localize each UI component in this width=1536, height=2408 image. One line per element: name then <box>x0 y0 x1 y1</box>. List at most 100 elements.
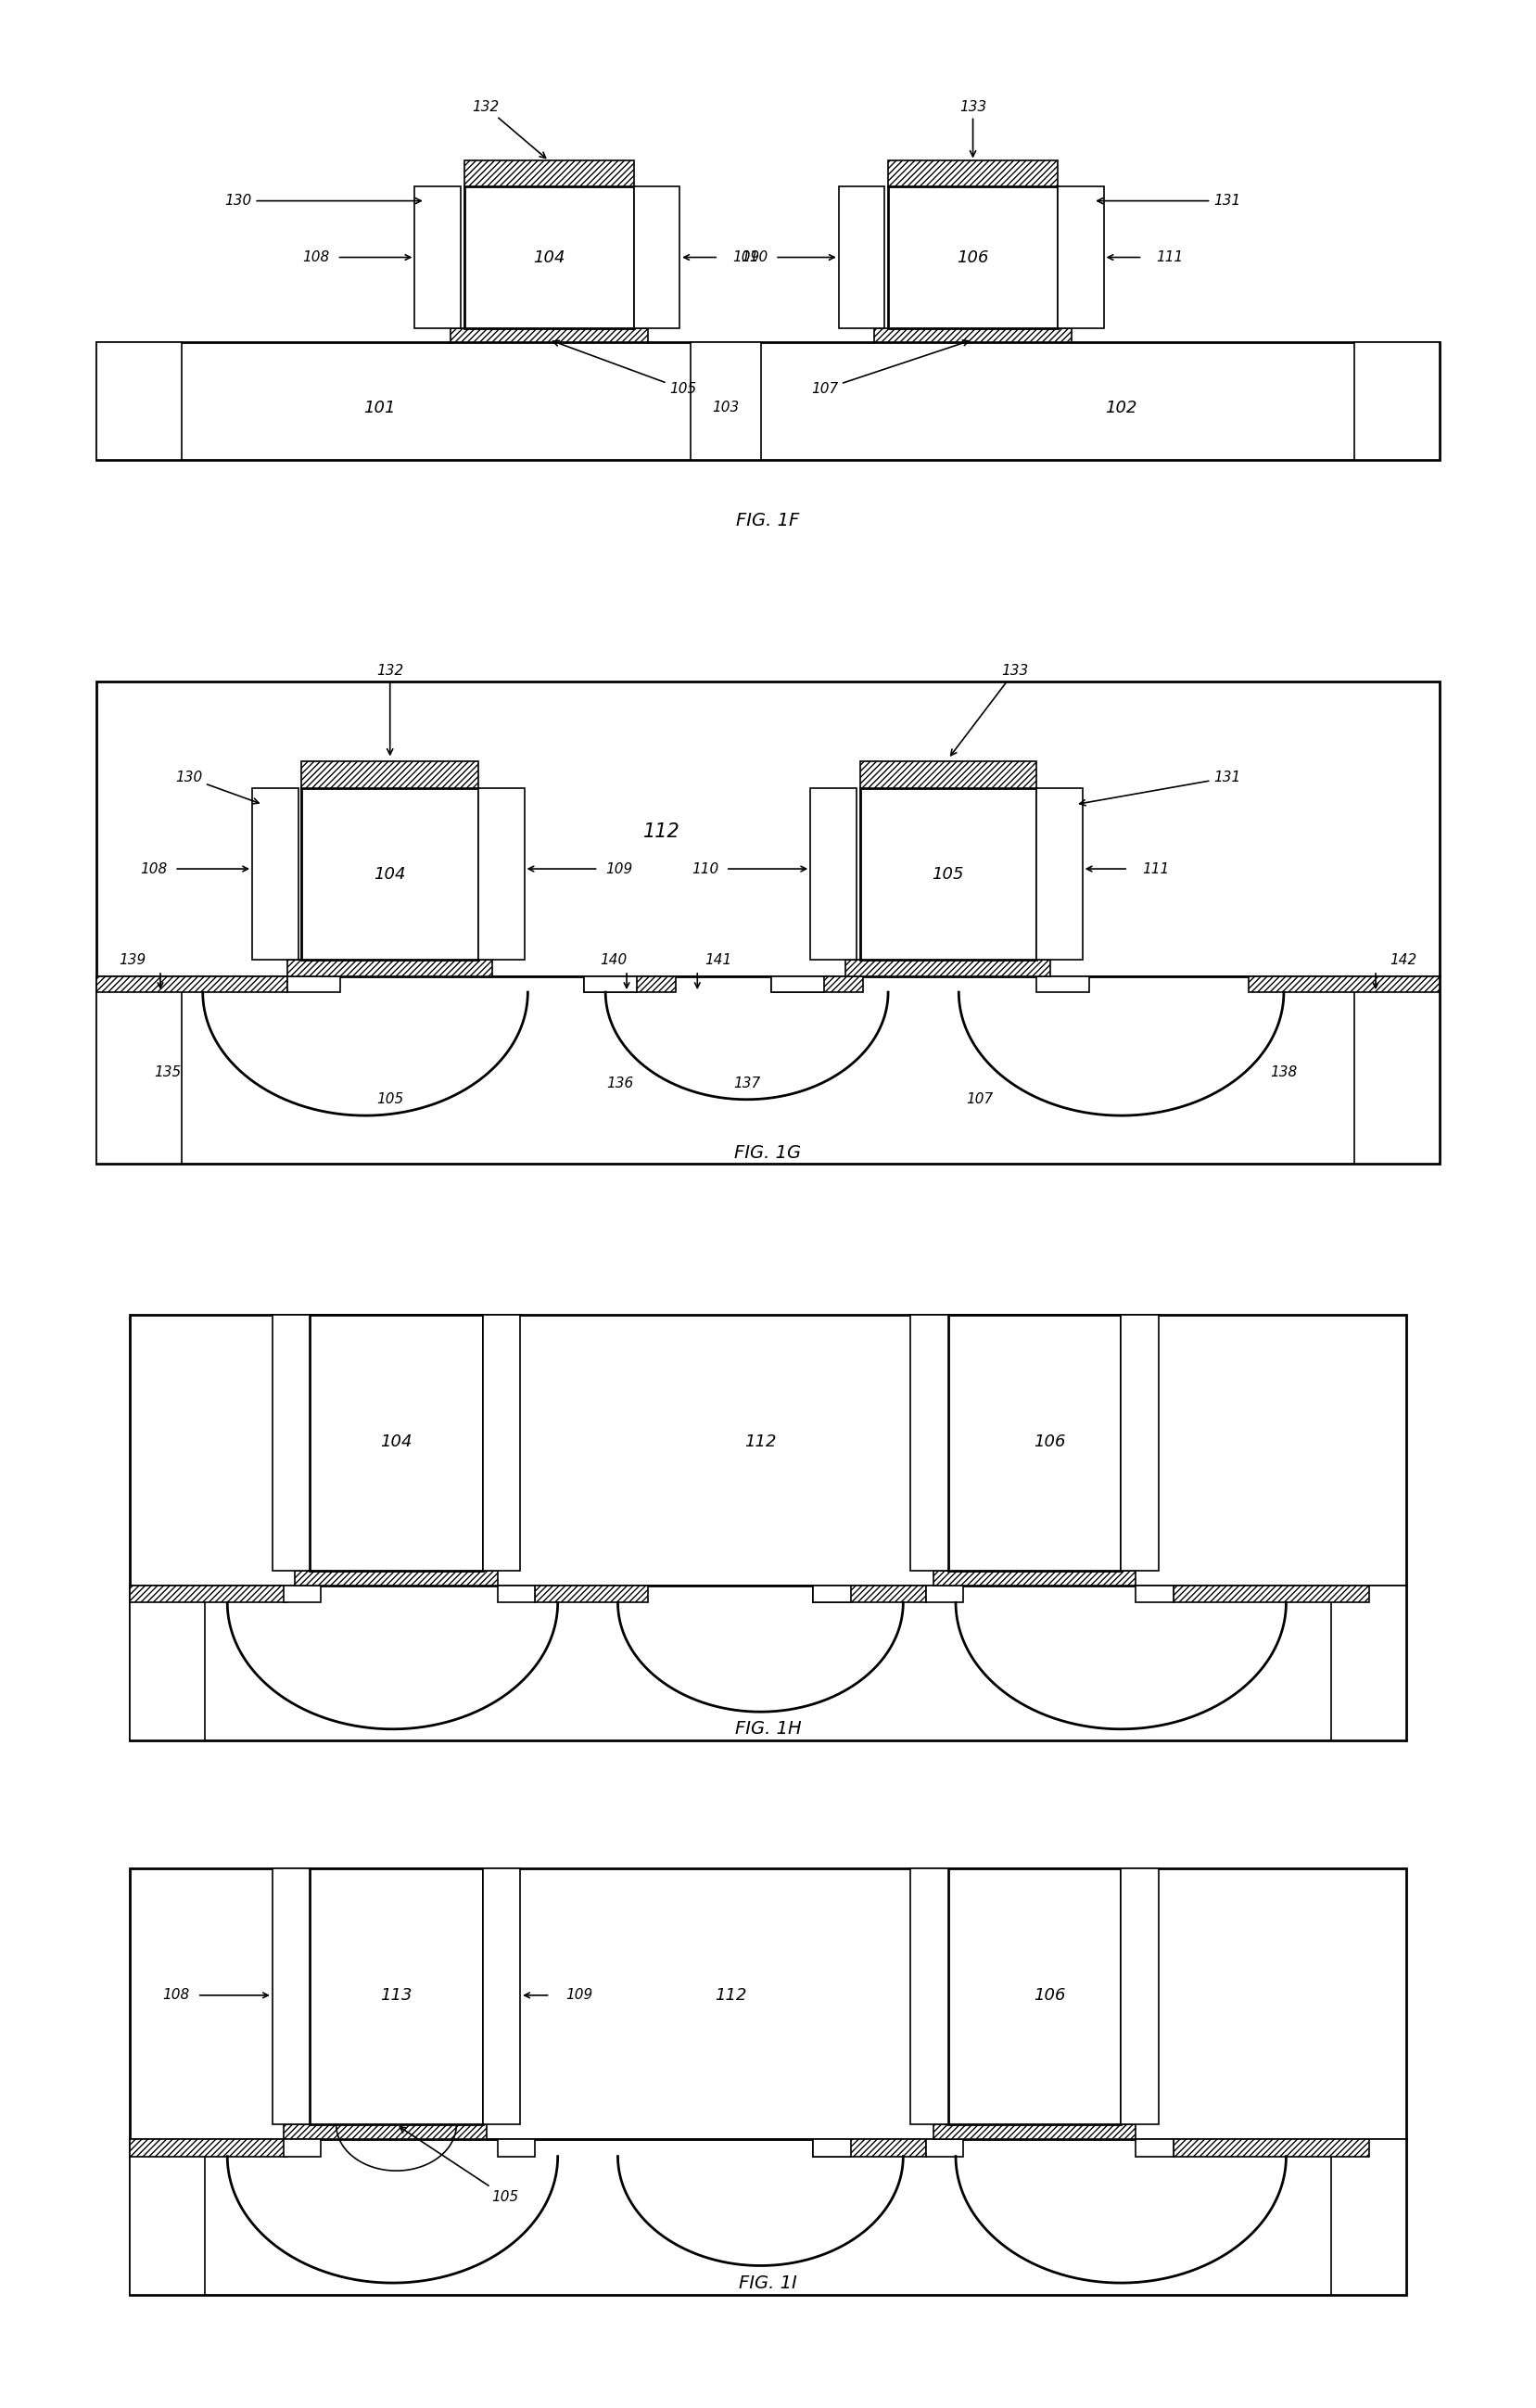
Bar <box>839 188 885 327</box>
Text: 104: 104 <box>381 1433 412 1450</box>
Text: 135: 135 <box>154 1067 181 1079</box>
Bar <box>464 161 634 188</box>
Bar <box>948 1315 1121 1570</box>
Text: 108: 108 <box>140 862 167 877</box>
Bar <box>284 2138 321 2158</box>
Text: 105: 105 <box>376 1093 404 1105</box>
Bar <box>97 342 181 460</box>
Text: 108: 108 <box>303 250 330 265</box>
Bar <box>287 961 493 975</box>
Text: 133: 133 <box>960 99 986 157</box>
Bar <box>478 787 524 961</box>
Bar <box>813 1584 926 1604</box>
Text: 131: 131 <box>1080 771 1241 807</box>
Text: 105: 105 <box>932 867 965 884</box>
Bar <box>97 975 181 1163</box>
Bar <box>1249 975 1439 992</box>
Bar <box>129 1584 1407 1741</box>
Bar <box>860 761 1037 787</box>
Bar <box>948 1869 1121 2124</box>
Text: 110: 110 <box>691 862 719 877</box>
Text: 142: 142 <box>1390 954 1416 968</box>
Bar <box>129 1869 1407 2138</box>
Bar <box>1332 1584 1407 1741</box>
Text: 109: 109 <box>733 250 760 265</box>
Text: 105: 105 <box>553 340 697 395</box>
Text: 141: 141 <box>705 954 731 968</box>
Bar <box>1332 2138 1407 2295</box>
Bar <box>498 1584 535 1604</box>
Text: 112: 112 <box>714 1987 746 2003</box>
Bar <box>287 975 341 992</box>
Bar <box>1037 975 1089 992</box>
Bar <box>97 681 1439 975</box>
Text: 132: 132 <box>472 99 545 159</box>
Bar <box>584 975 637 992</box>
Bar <box>272 1869 310 2124</box>
Bar <box>811 787 857 961</box>
Bar <box>129 2138 287 2158</box>
Text: 138: 138 <box>1270 1067 1298 1079</box>
Text: FIG. 1I: FIG. 1I <box>739 2273 797 2292</box>
Bar <box>1037 787 1083 961</box>
Text: 110: 110 <box>740 250 768 265</box>
Text: 133: 133 <box>951 665 1029 756</box>
Bar <box>310 1315 482 1570</box>
Bar <box>310 1869 482 2124</box>
Bar <box>911 1869 948 2124</box>
Bar <box>535 1584 648 1604</box>
Text: 107: 107 <box>966 1093 994 1105</box>
Text: FIG. 1F: FIG. 1F <box>736 513 800 530</box>
Bar <box>1355 342 1439 460</box>
Text: FIG. 1H: FIG. 1H <box>734 1719 802 1739</box>
Bar <box>482 1315 521 1570</box>
Bar <box>1121 1315 1158 1570</box>
Text: 139: 139 <box>120 954 146 968</box>
Bar <box>295 1570 498 1584</box>
Text: 112: 112 <box>644 821 680 840</box>
Bar <box>129 1584 287 1604</box>
Bar <box>634 188 680 327</box>
Text: 103: 103 <box>713 402 739 414</box>
Bar <box>1174 2138 1369 2158</box>
Bar <box>272 1315 310 1570</box>
Text: FIG. 1G: FIG. 1G <box>734 1144 802 1163</box>
Text: 112: 112 <box>745 1433 777 1450</box>
Bar <box>846 961 1051 975</box>
Bar <box>860 787 1037 961</box>
Text: 136: 136 <box>607 1076 633 1091</box>
Bar <box>450 327 648 342</box>
Bar <box>888 188 1058 327</box>
Text: 108: 108 <box>163 1989 190 2001</box>
Text: 130: 130 <box>175 771 258 804</box>
Text: 102: 102 <box>1106 400 1137 417</box>
Text: 113: 113 <box>381 1987 412 2003</box>
Bar <box>771 975 825 992</box>
Bar <box>284 2124 487 2138</box>
Bar <box>1355 975 1439 1163</box>
Bar <box>301 761 478 787</box>
Bar <box>1137 1584 1174 1604</box>
Bar <box>482 1869 521 2124</box>
Bar <box>301 787 478 961</box>
Bar <box>97 975 287 992</box>
Text: 111: 111 <box>1143 862 1169 877</box>
Bar <box>813 2138 926 2158</box>
Text: 106: 106 <box>957 248 989 265</box>
Bar <box>874 327 1072 342</box>
Bar <box>813 1584 851 1604</box>
Bar <box>926 1584 963 1604</box>
Text: 131: 131 <box>1097 195 1241 207</box>
Text: 140: 140 <box>599 954 627 968</box>
Bar <box>926 2138 963 2158</box>
Bar <box>934 1570 1137 1584</box>
Text: 106: 106 <box>1034 1987 1066 2003</box>
Bar <box>129 2138 1407 2295</box>
Text: 105: 105 <box>399 2126 519 2203</box>
Bar <box>129 1584 204 1741</box>
Text: 137: 137 <box>733 1076 760 1091</box>
Bar <box>97 975 1439 1163</box>
Bar <box>690 342 760 460</box>
Text: 109: 109 <box>565 1989 593 2001</box>
Bar <box>934 2124 1137 2138</box>
